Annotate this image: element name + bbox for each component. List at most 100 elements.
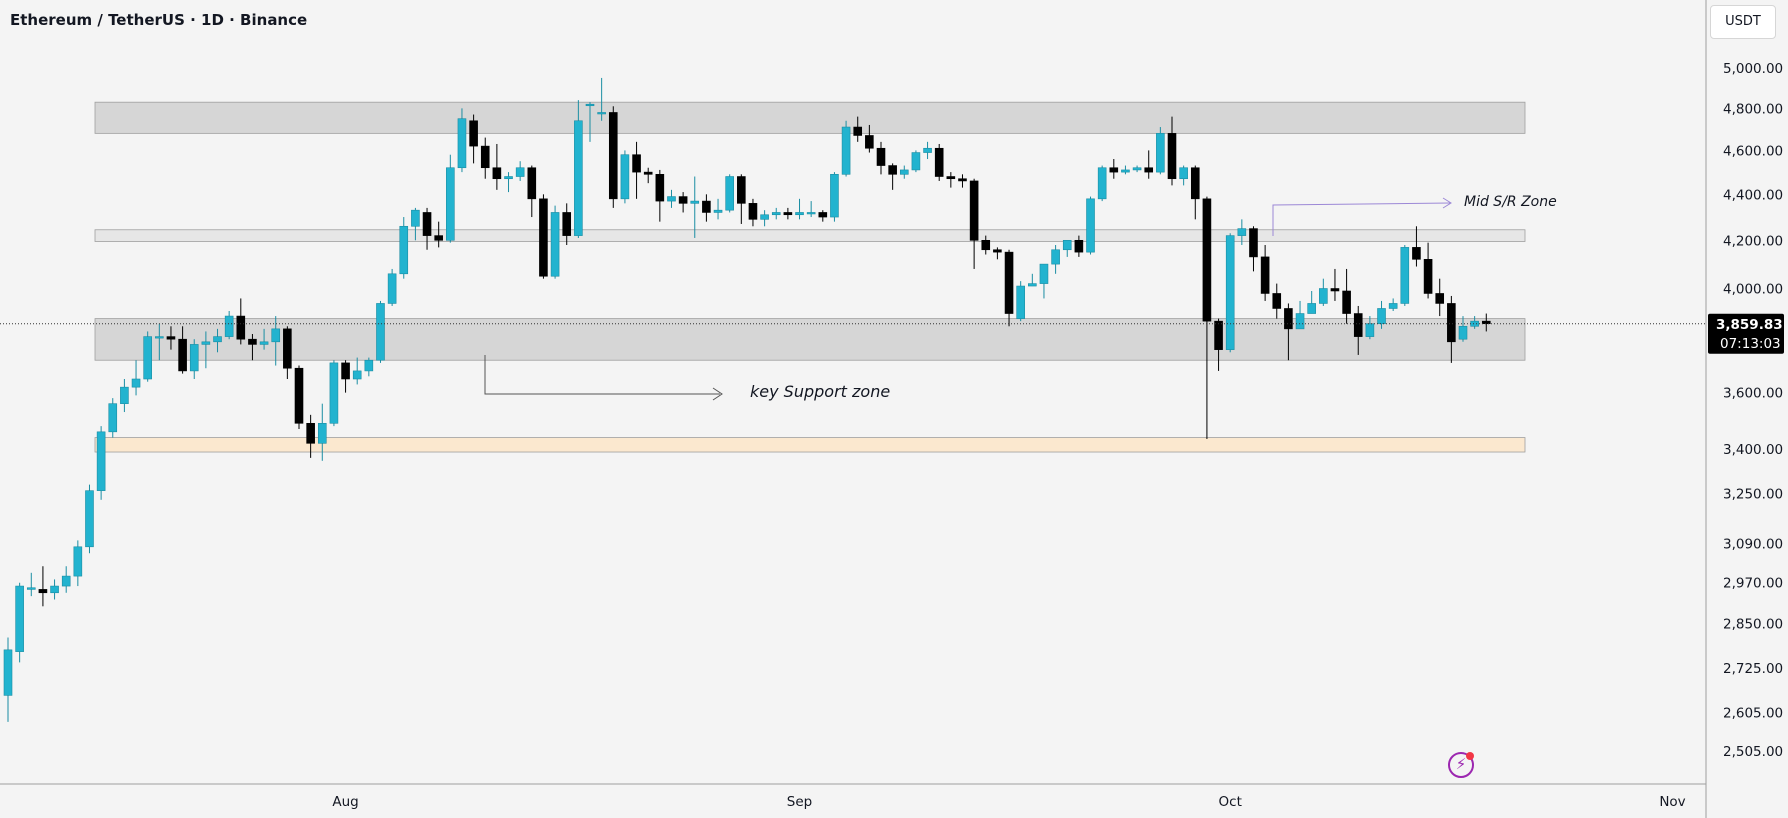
chart-title: Ethereum / TetherUS · 1D · Binance — [10, 11, 308, 29]
candle-body — [1319, 288, 1328, 304]
candle-body — [725, 176, 734, 211]
candle-body — [1481, 320, 1491, 325]
candle-body — [236, 315, 246, 340]
candle-body — [504, 176, 513, 180]
candle-body — [911, 152, 921, 171]
price-tick-label: 3,400.00 — [1723, 442, 1783, 458]
mid-sr-zone — [94, 229, 1526, 242]
candle-body — [702, 200, 711, 213]
candle-body — [620, 154, 630, 200]
candle-body — [667, 196, 676, 202]
candle-body — [1458, 325, 1468, 340]
candle-body — [1295, 313, 1305, 330]
candle-body — [376, 303, 385, 361]
candle-body — [760, 214, 769, 220]
candle-body — [155, 336, 164, 339]
candle-body — [26, 587, 36, 590]
mid-sr-arrowhead — [1442, 197, 1452, 209]
candle-body — [15, 585, 24, 652]
candle-body — [248, 338, 257, 345]
candle-body — [108, 403, 118, 433]
candle-body — [899, 169, 909, 175]
candle-body — [364, 359, 374, 372]
candle-body — [993, 249, 1002, 253]
candle-body — [271, 328, 281, 343]
candle-body — [422, 212, 432, 236]
candle-body — [352, 370, 362, 380]
candle-body — [1190, 167, 1200, 200]
candle-body — [1097, 167, 1107, 200]
candle-body — [480, 145, 490, 169]
price-tick-label: 2,725.00 — [1723, 661, 1783, 677]
candle-body — [771, 212, 781, 216]
time-tick-label: Aug — [332, 794, 358, 810]
candle-body — [806, 212, 816, 215]
candle-body — [865, 135, 874, 149]
candle-body — [737, 176, 746, 204]
candle-body — [306, 422, 315, 444]
candle-body — [434, 235, 443, 241]
currency-selector[interactable]: USDT — [1710, 5, 1776, 39]
price-tick-label: 2,605.00 — [1723, 705, 1783, 721]
candle-body — [1004, 251, 1014, 314]
candle-body — [1144, 167, 1154, 173]
candle-body — [61, 575, 71, 587]
candle-body — [783, 212, 793, 216]
candle-body — [1167, 133, 1177, 180]
candle-body — [224, 315, 234, 337]
price-tick-label: 3,250.00 — [1723, 487, 1783, 503]
resistance-zone — [94, 101, 1526, 134]
candle-body — [934, 147, 944, 177]
candle-body — [1074, 239, 1084, 253]
price-tick-label: 2,505.00 — [1723, 744, 1783, 760]
key-support-arrow — [484, 355, 720, 395]
candle-body — [795, 212, 804, 216]
candle-body — [1214, 320, 1223, 350]
price-tick-label: 2,970.00 — [1723, 576, 1783, 592]
candle-body — [1342, 290, 1351, 314]
candle-body — [1272, 293, 1282, 309]
current-price-label: 3,859.83 — [1716, 317, 1783, 333]
candle-body — [1470, 320, 1479, 327]
candle-body — [562, 212, 572, 236]
mid-sr-arrow — [1272, 202, 1451, 236]
candle-body — [550, 212, 560, 277]
candle-body — [958, 178, 967, 182]
current-price-badge — [1708, 313, 1784, 354]
lightning-icon[interactable]: ⚡ — [1448, 752, 1474, 778]
candle-body — [643, 171, 653, 175]
candle-body — [38, 589, 48, 594]
candle-body — [830, 174, 839, 218]
candle-body — [1225, 235, 1235, 350]
candle-body — [1156, 133, 1165, 173]
candle-body — [1447, 303, 1456, 343]
candle-body — [96, 431, 106, 491]
candle-body — [632, 154, 641, 173]
candle-body — [1284, 308, 1293, 330]
candle-body — [120, 386, 129, 404]
candle-body — [259, 341, 269, 345]
candle-body — [539, 198, 548, 277]
candle-body — [143, 336, 152, 380]
candle-body — [341, 362, 350, 380]
annotations-layer: key Support zone Mid S/R Zone — [484, 194, 1557, 401]
mid-sr-label: Mid S/R Zone — [1464, 194, 1557, 210]
time-axis[interactable]: Aug Sep Oct Nov — [0, 783, 1706, 810]
candle-body — [1179, 167, 1188, 180]
price-axis[interactable]: 5,000.00 4,800.00 4,600.00 4,400.00 4,200.00… — [1705, 0, 1784, 818]
candle-body — [1388, 303, 1398, 309]
candle-body — [1109, 167, 1119, 173]
candle-body — [283, 328, 292, 369]
candle-body — [1237, 228, 1247, 236]
price-tick-label: 5,000.00 — [1723, 61, 1783, 77]
candle-body — [678, 196, 688, 204]
key-support-label: key Support zone — [750, 382, 890, 401]
candle-body — [946, 176, 956, 180]
zones-layer — [94, 101, 1526, 453]
key-support-arrowhead — [712, 387, 723, 401]
candle-body — [213, 336, 222, 343]
candle-body — [515, 167, 525, 177]
candles-layer — [3, 77, 1491, 722]
candle-body — [294, 367, 304, 424]
